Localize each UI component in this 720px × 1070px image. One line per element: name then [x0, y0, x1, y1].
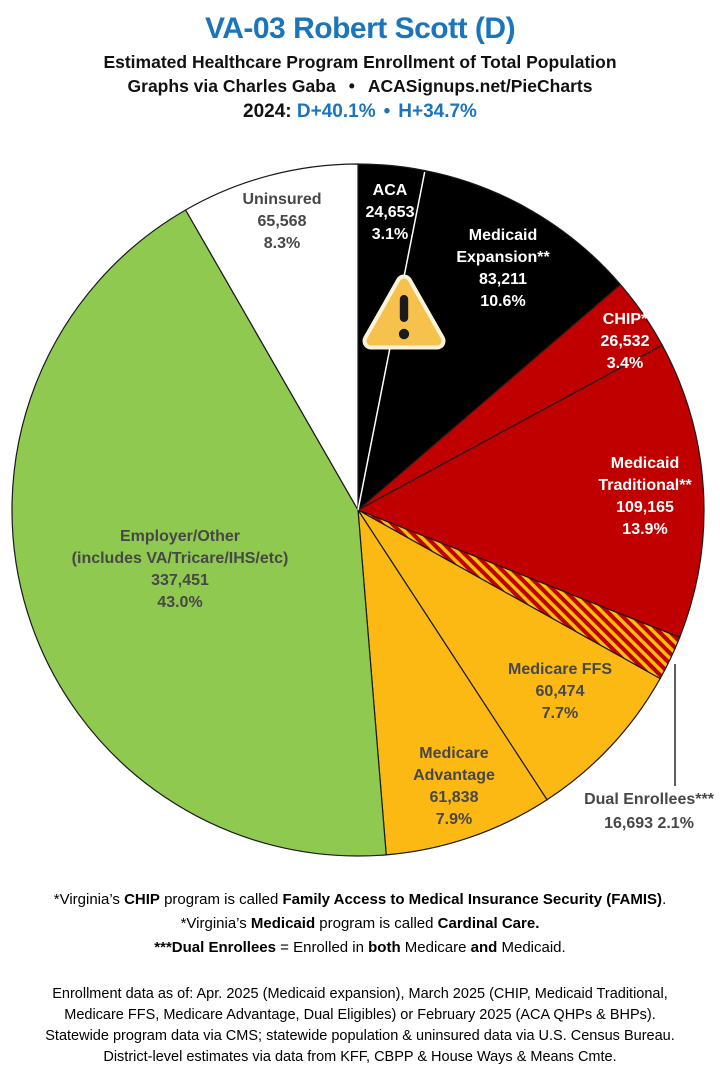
- pie-slice-medicaid_traditional: [357, 344, 705, 638]
- bullet-separator: •: [348, 76, 355, 96]
- pie-chart-svg: [11, 163, 705, 857]
- bullet-separator: •: [383, 101, 391, 122]
- source-line: Enrollment data as of: Apr. 2025 (Medica…: [52, 986, 668, 1002]
- header: VA-03 Robert Scott (D) Estimated Healthc…: [0, 0, 720, 123]
- source-line: Medicare FFS, Medicare Advantage, Dual E…: [64, 1007, 656, 1023]
- footnote-line: *Virginia’s CHIP program is called Famil…: [53, 891, 667, 908]
- credit-line: Graphs via Charles Gaba • ACASignups.net/P…: [0, 75, 720, 98]
- lean-h-value: H+34.7%: [398, 101, 477, 122]
- source-note: Enrollment data as of: Apr. 2025 (Medica…: [0, 984, 720, 1068]
- credit-author: Graphs via Charles Gaba: [127, 76, 336, 96]
- partisan-lean-line: 2024: D+40.1% • H+34.7%: [0, 100, 720, 123]
- source-line: District-level estimates via data from K…: [103, 1049, 617, 1065]
- page-subtitle: Estimated Healthcare Program Enrollment …: [103, 52, 617, 72]
- footnote-line: ***Dual Enrollees = Enrolled in both Med…: [154, 939, 566, 956]
- pie-slice-medicare_ffs: [357, 509, 661, 801]
- pie-chart: [0, 150, 720, 870]
- page-title: VA-03 Robert Scott (D): [204, 12, 516, 45]
- year-label: 2024:: [243, 101, 292, 122]
- credit-site: ACASignups.net/PieCharts: [367, 76, 593, 96]
- warning-icon: [362, 274, 446, 350]
- footnotes: *Virginia’s CHIP program is called Famil…: [0, 888, 720, 960]
- pie-slice-uninsured: [185, 163, 359, 511]
- lean-d-value: D+40.1%: [296, 101, 376, 122]
- footnote-line: *Virginia’s Medicaid program is called C…: [180, 915, 540, 932]
- pie-slice-medicaid_expansion: [357, 169, 621, 511]
- source-line: Statewide program data via CMS; statewid…: [45, 1028, 675, 1044]
- pie-slice-medicare_advantage: [357, 509, 548, 856]
- pie-slice-employer_other: [11, 209, 387, 857]
